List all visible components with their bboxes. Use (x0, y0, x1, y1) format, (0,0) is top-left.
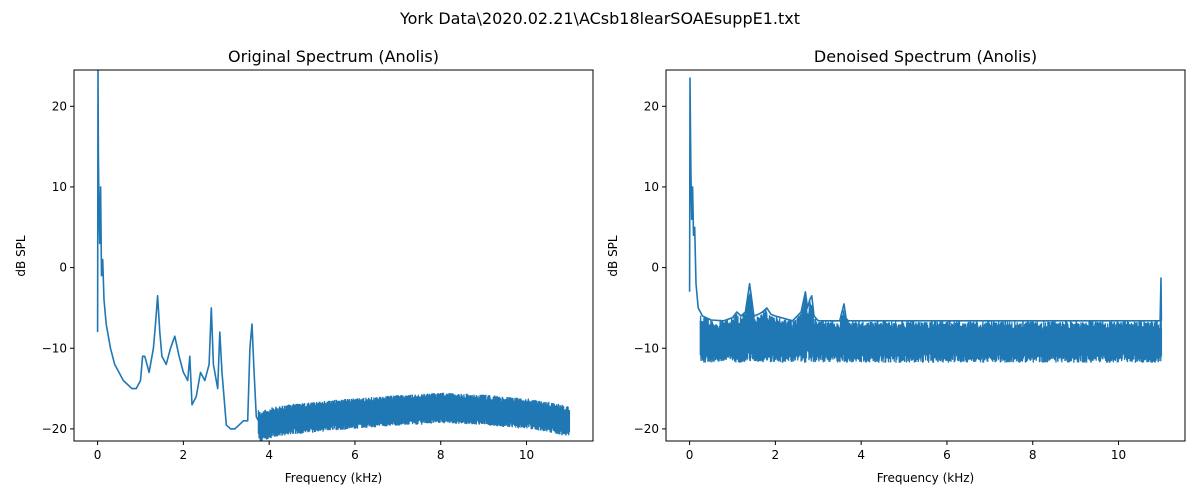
right-xtick-label: 4 (857, 448, 865, 462)
figure-title: York Data\2020.02.21\ACsb18learSOAEsuppE… (399, 9, 800, 28)
right-plot-area (688, 77, 1163, 322)
right-ytick-label: 10 (644, 180, 659, 194)
right-noise-band (699, 291, 1163, 363)
right-ytick-label: 0 (651, 261, 659, 275)
right-axes-frame (665, 69, 1186, 442)
right-ytick-label: −10 (634, 341, 659, 355)
left-xtick-label: 2 (180, 448, 188, 462)
left-y-axis: −20 −10 0 10 20 (42, 99, 74, 436)
left-plot-area (96, 70, 570, 430)
left-y-axis-label: dB SPL (14, 235, 28, 277)
left-xtick-label: 4 (265, 448, 273, 462)
right-ytick-label: 20 (644, 99, 659, 113)
left-x-axis: 0 2 4 6 8 10 (94, 441, 534, 462)
right-xtick-label: 0 (686, 448, 694, 462)
right-chart-title: Denoised Spectrum (Anolis) (814, 47, 1037, 66)
right-xtick-label: 8 (1029, 448, 1037, 462)
right-x-axis: 0 2 4 6 8 10 (686, 441, 1126, 462)
right-xtick-label: 10 (1111, 448, 1126, 462)
right-x-axis-label: Frequency (kHz) (877, 471, 974, 485)
right-noise-trace (699, 291, 1163, 363)
left-axes-frame (73, 69, 594, 442)
left-ytick-label: 20 (52, 99, 67, 113)
left-xtick-label: 6 (351, 448, 359, 462)
left-ytick-label: 0 (59, 261, 67, 275)
right-xtick-label: 2 (772, 448, 780, 462)
left-xtick-label: 10 (519, 448, 534, 462)
right-y-axis-label: dB SPL (606, 235, 620, 277)
right-series-line (688, 77, 1163, 322)
left-xtick-label: 0 (94, 448, 102, 462)
left-series-line (96, 70, 570, 430)
left-xtick-label: 8 (437, 448, 445, 462)
left-ytick-label: −20 (42, 422, 67, 436)
right-ytick-label: −20 (634, 422, 659, 436)
right-xtick-label: 6 (943, 448, 951, 462)
right-y-axis: −20 −10 0 10 20 (634, 99, 666, 436)
left-ytick-label: −10 (42, 341, 67, 355)
left-chart-title: Original Spectrum (Anolis) (228, 47, 439, 66)
left-ytick-label: 10 (52, 180, 67, 194)
left-x-axis-label: Frequency (kHz) (285, 471, 382, 485)
